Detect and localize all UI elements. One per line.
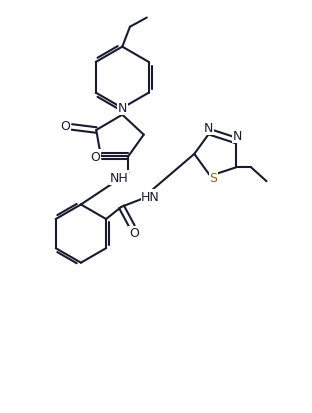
Text: HN: HN [141,190,160,203]
Text: N: N [204,122,213,135]
Text: O: O [61,120,71,133]
Text: N: N [118,102,127,115]
Text: N: N [233,130,242,143]
Text: O: O [129,227,139,240]
Text: S: S [209,171,217,184]
Text: NH: NH [110,171,129,185]
Text: O: O [91,150,100,163]
